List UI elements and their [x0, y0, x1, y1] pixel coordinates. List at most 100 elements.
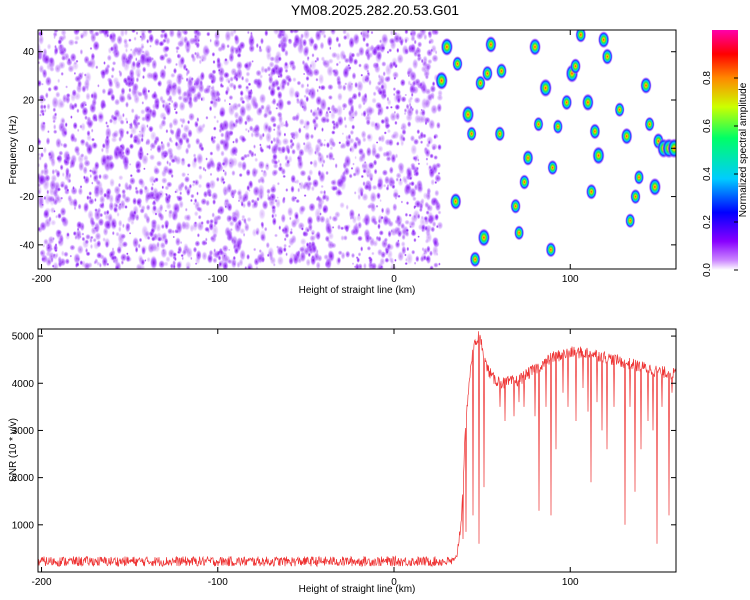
noise-blob [215, 164, 221, 173]
noise-blob [184, 207, 188, 212]
noise-blob [134, 186, 138, 191]
noise-blob [407, 74, 410, 78]
noise-blob [233, 262, 236, 267]
noise-blob [147, 89, 151, 94]
noise-blob [97, 207, 102, 214]
noise-blob [77, 256, 81, 262]
noise-blob [128, 143, 135, 150]
noise-blob [409, 225, 412, 229]
noise-blob [413, 205, 417, 209]
noise-blob [111, 247, 115, 252]
noise-blob [319, 41, 325, 50]
noise-blob [116, 34, 123, 46]
noise-blob [260, 223, 265, 230]
noise-blob [222, 185, 229, 197]
noise-blob [264, 30, 269, 37]
noise-blob [336, 189, 342, 196]
noise-blob [245, 85, 250, 90]
noise-blob [194, 262, 198, 266]
noise-blob [213, 115, 217, 120]
noise-blob [234, 137, 239, 145]
noise-blob [57, 255, 62, 264]
noise-blob [368, 79, 372, 86]
noise-blob [322, 205, 328, 214]
noise-blob [426, 245, 431, 254]
noise-blob [395, 89, 402, 96]
noise-blob [150, 185, 154, 192]
noise-blob [292, 76, 297, 83]
noise-blob [227, 214, 233, 222]
noise-blob [39, 221, 46, 230]
noise-blob [132, 236, 140, 249]
noise-blob [258, 45, 262, 51]
noise-blob [385, 185, 390, 191]
noise-blob [59, 183, 65, 189]
noise-blob [72, 121, 78, 130]
noise-blob [404, 212, 409, 218]
noise-blob [45, 251, 52, 257]
noise-blob [428, 165, 432, 170]
noise-blob [166, 147, 174, 156]
noise-blob [119, 119, 125, 126]
noise-blob [238, 172, 243, 178]
noise-blob [222, 181, 225, 185]
noise-blob [180, 157, 186, 163]
noise-blob [89, 235, 94, 240]
noise-blob [248, 149, 253, 154]
noise-blob [233, 208, 241, 222]
spectral-peak [477, 228, 491, 247]
noise-blob [320, 184, 324, 189]
noise-blob [41, 203, 44, 207]
noise-blob [306, 83, 310, 88]
noise-blob [416, 213, 421, 220]
noise-blob [60, 71, 64, 77]
noise-blob [369, 120, 377, 128]
noise-blob [79, 138, 86, 145]
noise-blob [395, 141, 400, 147]
noise-blob [414, 108, 419, 116]
noise-blob [400, 222, 406, 229]
noise-blob [431, 220, 437, 228]
snr-panel: -200 -100 0 100 1000 2000 3000 4000 5000 Height… [8, 328, 677, 595]
noise-blob [176, 195, 183, 202]
noise-blob [325, 256, 332, 269]
noise-blob [125, 130, 130, 136]
noise-blob [425, 142, 431, 148]
noise-blob [416, 128, 421, 135]
noise-blob [423, 215, 429, 222]
noise-blob [397, 178, 404, 187]
noise-blob [165, 106, 172, 117]
noise-blob [59, 206, 67, 217]
noise-blob [278, 225, 282, 231]
noise-blob [216, 119, 220, 124]
noise-blob [179, 191, 183, 196]
noise-blob [177, 134, 181, 138]
noise-blob [306, 215, 314, 226]
noise-blob [56, 155, 61, 161]
noise-blob [151, 102, 158, 111]
noise-blob [137, 254, 144, 263]
noise-blob [198, 173, 203, 181]
noise-blob [390, 259, 395, 265]
noise-blob [162, 115, 167, 121]
noise-blob [205, 219, 211, 225]
noise-blob [261, 199, 269, 211]
noise-blob [331, 51, 338, 59]
noise-blob [351, 214, 358, 225]
noise-blob [338, 60, 342, 65]
noise-blob [436, 94, 444, 102]
noise-blob [42, 209, 50, 220]
snr-y-axis: 1000 2000 3000 4000 5000 [12, 332, 676, 531]
noise-blob [284, 68, 289, 74]
noise-blob [186, 188, 191, 197]
noise-blob [221, 119, 230, 132]
noise-blob [133, 120, 140, 131]
noise-blob [111, 131, 119, 139]
noise-blob [94, 197, 97, 203]
noise-blob [179, 55, 186, 66]
noise-blob [377, 248, 383, 257]
noise-blob [215, 142, 222, 153]
spectral-peak [496, 62, 507, 80]
noise-blob [355, 256, 359, 260]
noise-blob [173, 107, 177, 111]
